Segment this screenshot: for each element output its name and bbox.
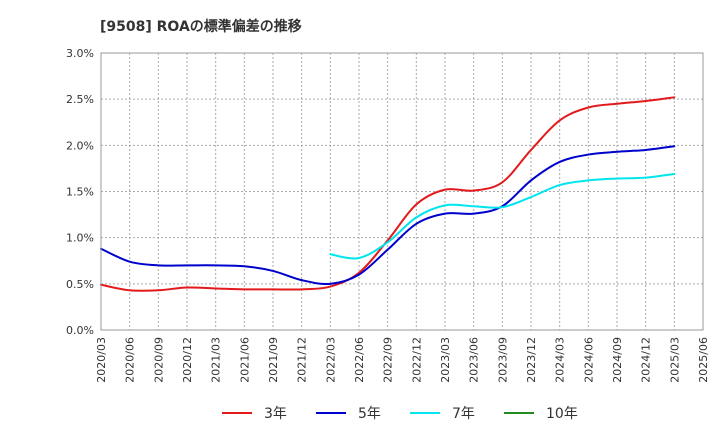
legend-label: 5年 xyxy=(358,406,381,422)
x-tick-label: 2021/06 xyxy=(238,337,251,383)
x-tick-label: 2022/06 xyxy=(353,337,366,383)
x-axis-ticks: 2020/03 2020/06 2020/09 2020/12 2021/03 2021/… xyxy=(95,337,710,383)
plot-area-border xyxy=(100,52,704,331)
x-tick-label: 2023/12 xyxy=(525,337,538,383)
legend-label: 7年 xyxy=(452,406,475,422)
x-tick-label: 2023/06 xyxy=(468,337,481,383)
series-lines xyxy=(100,96,676,292)
x-tick-label: 2021/03 xyxy=(210,337,223,383)
series-line-1 xyxy=(100,145,676,286)
x-tick-label: 2022/09 xyxy=(382,337,395,383)
x-tick-label: 2021/09 xyxy=(267,337,280,383)
x-tick-label: 2020/09 xyxy=(152,337,165,383)
series-line-0 xyxy=(100,96,676,292)
y-tick-label: 2.5% xyxy=(66,93,94,106)
legend-label: 3年 xyxy=(264,406,287,422)
y-tick-label: 0.0% xyxy=(66,324,94,337)
legend: 3年 5年 7年 10年 xyxy=(222,406,578,422)
x-tick-label: 2020/06 xyxy=(124,337,137,383)
y-tick-label: 3.0% xyxy=(66,47,94,60)
legend-label: 10年 xyxy=(546,406,578,422)
y-tick-label: 0.5% xyxy=(66,278,94,291)
x-tick-label: 2023/03 xyxy=(439,337,452,383)
y-tick-label: 1.5% xyxy=(66,186,94,199)
x-tick-label: 2022/12 xyxy=(410,337,423,383)
x-tick-label: 2025/06 xyxy=(697,337,710,383)
chart-title: [9508] ROAの標準偏差の推移 xyxy=(100,18,302,35)
x-tick-label: 2024/12 xyxy=(640,337,653,383)
x-tick-label: 2023/09 xyxy=(496,337,509,383)
x-tick-label: 2020/03 xyxy=(95,337,108,383)
x-tick-label: 2020/12 xyxy=(181,337,194,383)
y-tick-label: 2.0% xyxy=(66,139,94,152)
series-line-2 xyxy=(329,172,676,260)
x-tick-label: 2021/12 xyxy=(296,337,309,383)
x-tick-label: 2025/03 xyxy=(668,337,681,383)
x-tick-label: 2022/03 xyxy=(324,337,337,383)
x-tick-label: 2024/09 xyxy=(611,337,624,383)
y-tick-label: 1.0% xyxy=(66,232,94,245)
x-tick-label: 2024/03 xyxy=(554,337,567,383)
y-axis-ticks: 0.0% 0.5% 1.0% 1.5% 2.0% 2.5% 3.0% xyxy=(66,47,94,337)
x-tick-label: 2024/06 xyxy=(582,337,595,383)
